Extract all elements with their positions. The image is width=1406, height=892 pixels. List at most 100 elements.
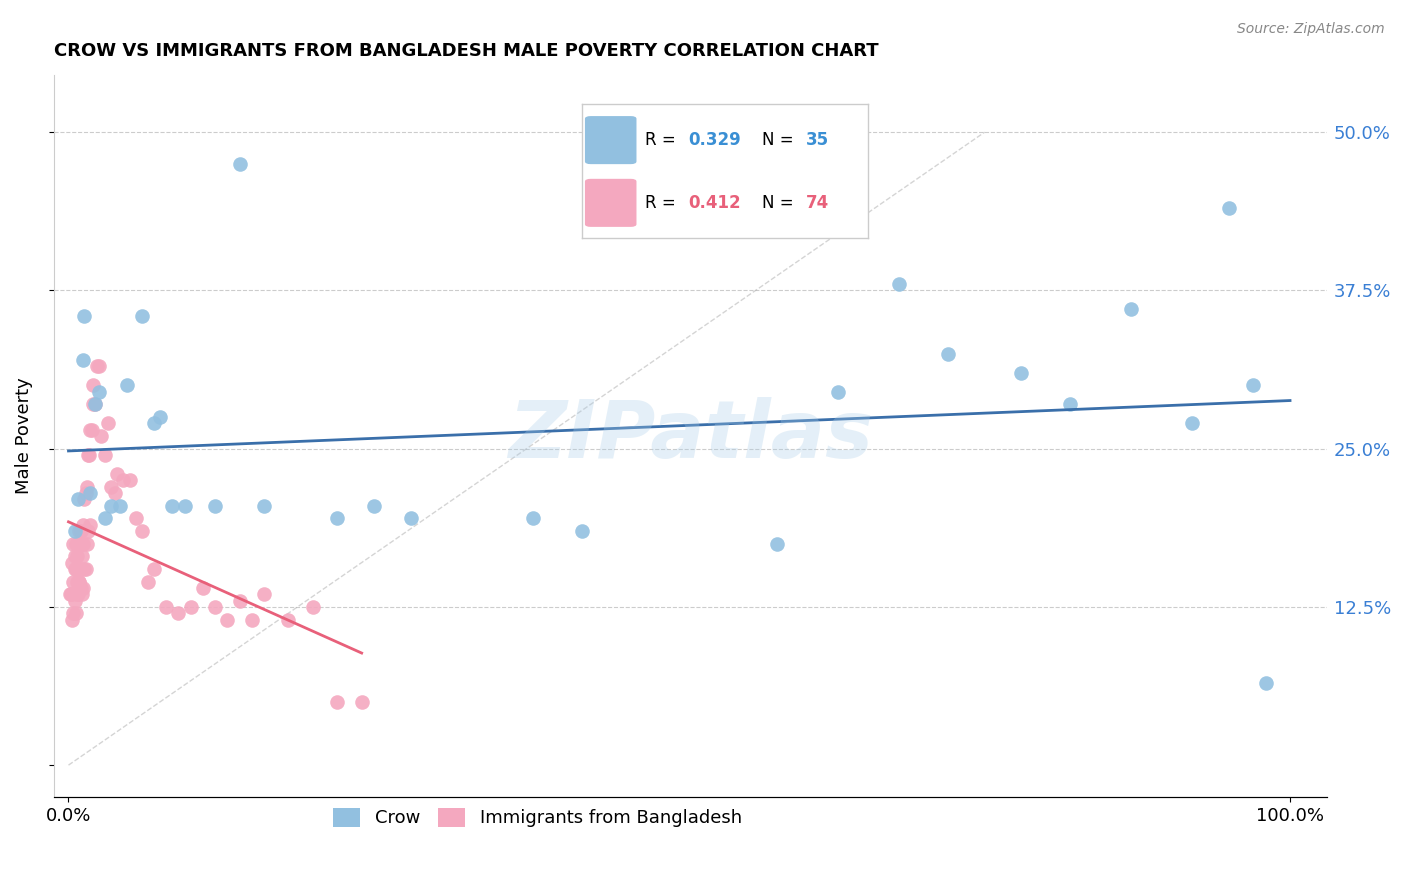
Point [571,524,593,538]
Point [87,359,110,374]
Point [77,448,100,462]
Point [72,353,94,368]
Point [69,581,91,595]
Point [60,556,83,570]
Point [69,524,91,538]
Point [65,562,87,576]
Point [62,606,84,620]
Point [72,517,94,532]
Point [75,486,97,500]
Point [522,511,544,525]
Point [149,409,172,424]
Point [326,511,349,525]
Point [155,599,177,614]
Point [1010,366,1032,380]
Point [167,606,190,620]
Point [86,359,108,374]
Text: ZIPatlas: ZIPatlas [508,397,873,475]
Point [77,524,100,538]
Point [82,378,104,392]
Point [228,157,250,171]
Point [76,536,98,550]
Point [217,613,239,627]
Point [136,574,159,589]
Point [69,574,91,589]
Text: Source: ZipAtlas.com: Source: ZipAtlas.com [1237,22,1385,37]
Point [62,536,84,550]
Point [173,499,195,513]
Point [228,593,250,607]
Point [131,309,153,323]
Point [105,467,128,481]
Point [100,499,122,513]
Point [94,448,117,462]
Point [131,524,153,538]
Point [253,587,276,601]
Point [67,492,90,507]
Point [204,599,226,614]
Point [277,613,299,627]
Point [73,492,96,507]
Point [1059,397,1081,411]
Point [889,277,911,291]
Point [79,423,101,437]
Point [108,499,131,513]
Point [326,695,349,709]
Point [76,480,98,494]
Y-axis label: Male Poverty: Male Poverty [15,377,32,494]
Point [69,524,91,538]
Point [104,486,127,500]
Point [63,524,86,538]
Point [253,499,276,513]
Point [79,517,101,532]
Point [59,587,82,601]
Point [162,499,184,513]
Point [301,599,323,614]
Point [62,574,84,589]
Point [67,562,90,576]
Point [70,549,93,564]
Point [66,587,89,601]
Point [59,587,82,601]
Point [143,417,166,431]
Point [77,448,100,462]
Point [69,574,91,589]
Point [80,423,103,437]
Point [1121,302,1143,317]
Point [350,695,373,709]
Point [66,574,89,589]
Point [65,536,87,550]
Point [70,587,93,601]
Point [60,587,83,601]
Point [84,397,107,411]
Point [1241,378,1264,392]
Point [124,511,146,525]
Point [79,486,101,500]
Point [72,581,94,595]
Point [60,613,83,627]
Point [191,581,214,595]
Point [97,417,120,431]
Point [827,384,849,399]
Point [87,384,110,399]
Point [82,397,104,411]
Point [936,347,959,361]
Point [100,480,122,494]
Point [94,511,117,525]
Point [73,562,96,576]
Point [143,562,166,576]
Point [72,536,94,550]
Point [90,429,112,443]
Point [112,473,135,487]
Point [1181,417,1204,431]
Point [73,309,96,323]
Point [75,562,97,576]
Text: CROW VS IMMIGRANTS FROM BANGLADESH MALE POVERTY CORRELATION CHART: CROW VS IMMIGRANTS FROM BANGLADESH MALE … [53,42,879,60]
Point [1218,201,1240,215]
Point [63,549,86,564]
Point [63,593,86,607]
Point [118,473,141,487]
Point [65,606,87,620]
Point [766,536,789,550]
Point [115,378,138,392]
